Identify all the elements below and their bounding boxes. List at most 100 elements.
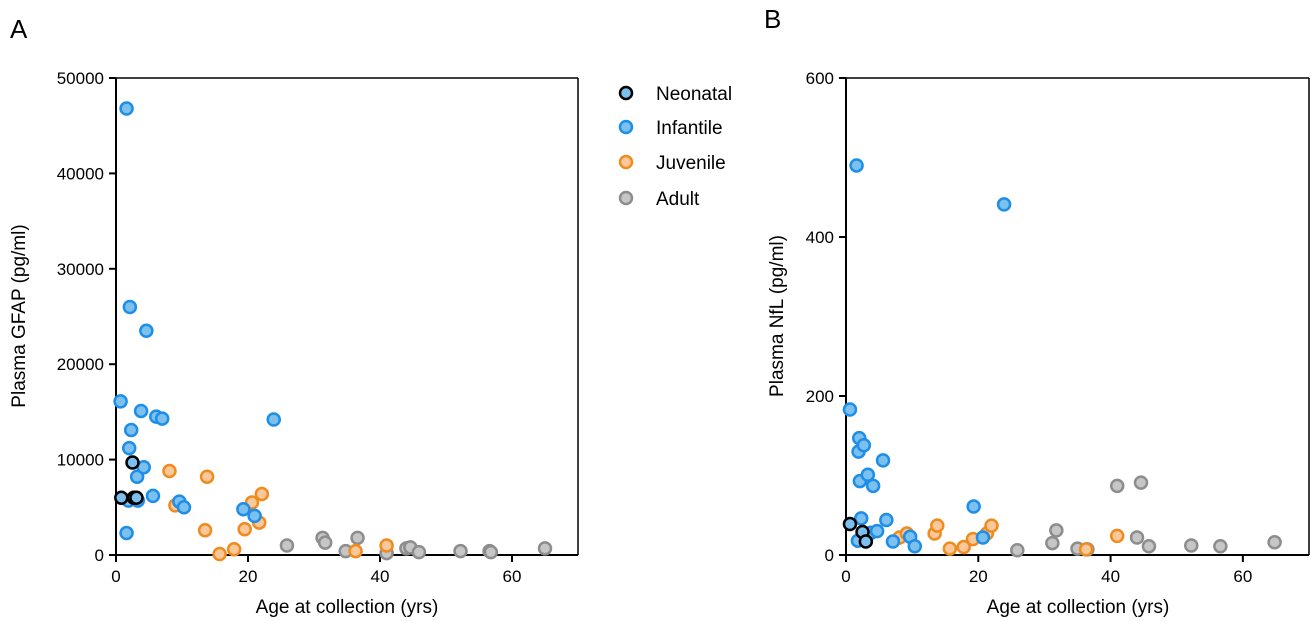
panel-a-y-tick-label: 10000	[57, 451, 104, 470]
panel-a-point-infantile	[145, 488, 161, 504]
panel-a-x-tick-label: 0	[111, 567, 120, 586]
panel-b-point-juvenile	[942, 541, 958, 556]
panel-a-y-tick-label: 20000	[57, 355, 104, 374]
panel-b-point-infantile	[966, 499, 981, 514]
panel-a-point-juvenile	[212, 546, 227, 562]
panel-a-point-infantile	[123, 422, 139, 438]
panel-a-point-adult	[483, 544, 499, 560]
panel-b-point-infantile	[879, 512, 894, 528]
panel-a-point-infantile	[154, 411, 170, 426]
panel-a-point-infantile	[122, 299, 138, 315]
legend-marker-neonatal	[618, 85, 634, 101]
panel-a-point-juvenile	[197, 522, 213, 538]
panel-a-point-infantile	[247, 508, 262, 524]
panel-a-point-adult	[453, 543, 468, 559]
panel-b-point-infantile	[849, 158, 864, 173]
panel-a-y-tick-label: 40000	[57, 164, 104, 183]
panel-b-point-infantile	[907, 539, 923, 554]
legend-item-juvenile: Juvenile	[618, 153, 726, 174]
legend-marker-infantile	[618, 119, 634, 135]
panel-a-point-infantile	[119, 101, 134, 116]
panel-b-point-adult	[1010, 542, 1025, 558]
panel-a-point-juvenile	[237, 521, 252, 537]
legend-label-infantile: Infantile	[656, 118, 723, 139]
panel-a-point-infantile	[119, 525, 134, 541]
panel-b-y-tick-label: 0	[825, 546, 834, 565]
panel-a-point-infantile	[236, 501, 251, 517]
panel-b-point-infantile	[869, 523, 885, 539]
panel-a-point-juvenile	[199, 469, 215, 485]
panel-a: A 0 20 40 60 0 10000 20000 30000 40000 50000 Age …	[9, 14, 579, 618]
panel-b-point-adult	[1129, 530, 1145, 545]
panel-a-point-infantile	[139, 323, 154, 339]
legend-marker-adult	[618, 190, 634, 206]
panel-a-y-tick-label: 0	[95, 546, 104, 565]
panel-a-point-juvenile	[254, 486, 270, 502]
panel-b-point-adult	[1213, 539, 1228, 554]
panel-a-point-adult	[350, 530, 365, 546]
panel-a-points	[113, 101, 553, 562]
panel-a-x-axis-label: Age at collection (yrs)	[256, 597, 439, 618]
panel-a-point-juvenile	[348, 543, 363, 559]
panel-b-x-tick-label: 40	[1101, 567, 1120, 586]
panel-b-point-infantile	[865, 478, 881, 494]
legend-marker-juvenile	[618, 154, 634, 170]
panel-a-x-tick-label: 40	[371, 567, 390, 586]
panel-a-x-tick-label: 20	[239, 567, 258, 586]
panel-a-point-infantile	[121, 440, 137, 456]
panel-b-x-tick-label: 60	[1233, 567, 1252, 586]
panel-b-point-juvenile	[1109, 528, 1125, 544]
panel-a-point-infantile	[129, 469, 145, 485]
panel-b-point-adult	[1141, 539, 1157, 554]
legend-item-neonatal: Neonatal	[618, 84, 732, 105]
panel-a-point-adult	[537, 541, 553, 556]
panel-a-point-juvenile	[162, 463, 177, 479]
panel-b-point-infantile	[860, 467, 876, 482]
panel-a-y-tick-label: 30000	[57, 260, 104, 279]
panel-a-point-juvenile	[226, 542, 242, 557]
panel-b-point-neonatal	[858, 534, 874, 549]
panel-a-point-infantile	[176, 500, 192, 515]
panel-b-point-juvenile	[1078, 542, 1094, 557]
legend-item-infantile: Infantile	[618, 118, 723, 139]
panel-a-x-tick-label: 60	[503, 567, 522, 586]
panel-b-point-adult	[1133, 475, 1149, 490]
panel-b-point-neonatal	[842, 516, 858, 532]
panel-b-point-juvenile	[930, 518, 945, 533]
panel-a-point-juvenile	[379, 538, 394, 553]
legend-label-adult: Adult	[656, 189, 700, 210]
panel-b-point-juvenile	[984, 518, 999, 533]
panel-a-y-tick-label: 50000	[57, 69, 104, 88]
panel-b-point-adult	[1049, 523, 1064, 538]
panel-b-point-adult	[1109, 478, 1125, 494]
panel-b-point-infantile	[885, 534, 901, 549]
legend-label-neonatal: Neonatal	[656, 84, 732, 105]
panel-a-y-axis-label: Plasma GFAP (pg/ml)	[9, 224, 30, 407]
panel-b-letter: B	[764, 4, 781, 34]
panel-b-point-adult	[1045, 535, 1060, 551]
legend-item-adult: Adult	[618, 189, 700, 210]
panel-b-points	[842, 158, 1282, 558]
panel-b-point-infantile	[842, 402, 858, 417]
panel-a-letter: A	[10, 14, 28, 44]
panel-a-point-adult	[317, 535, 333, 550]
panel-a-point-adult	[279, 538, 295, 553]
panel-b-y-tick-label: 600	[806, 69, 834, 88]
panel-b-x-tick-label: 0	[841, 567, 850, 586]
panel-b-point-adult	[1267, 535, 1282, 550]
panel-b-y-tick-label: 400	[806, 228, 834, 247]
panel-b-point-juvenile	[956, 539, 971, 555]
panel-b-y-axis-label: Plasma NfL (pg/ml)	[767, 235, 788, 397]
legend-label-juvenile: Juvenile	[656, 153, 726, 174]
panel-a-point-neonatal	[129, 490, 144, 506]
panel-b-point-adult	[1184, 538, 1199, 553]
panel-a-point-infantile	[133, 403, 149, 419]
panel-b-point-infantile	[996, 197, 1012, 212]
legend: Neonatal Infantile Juvenile Adult	[618, 84, 732, 210]
panel-b-point-infantile	[875, 453, 891, 468]
panel-b-point-infantile	[975, 530, 991, 545]
panel-a-point-neonatal	[125, 455, 140, 470]
